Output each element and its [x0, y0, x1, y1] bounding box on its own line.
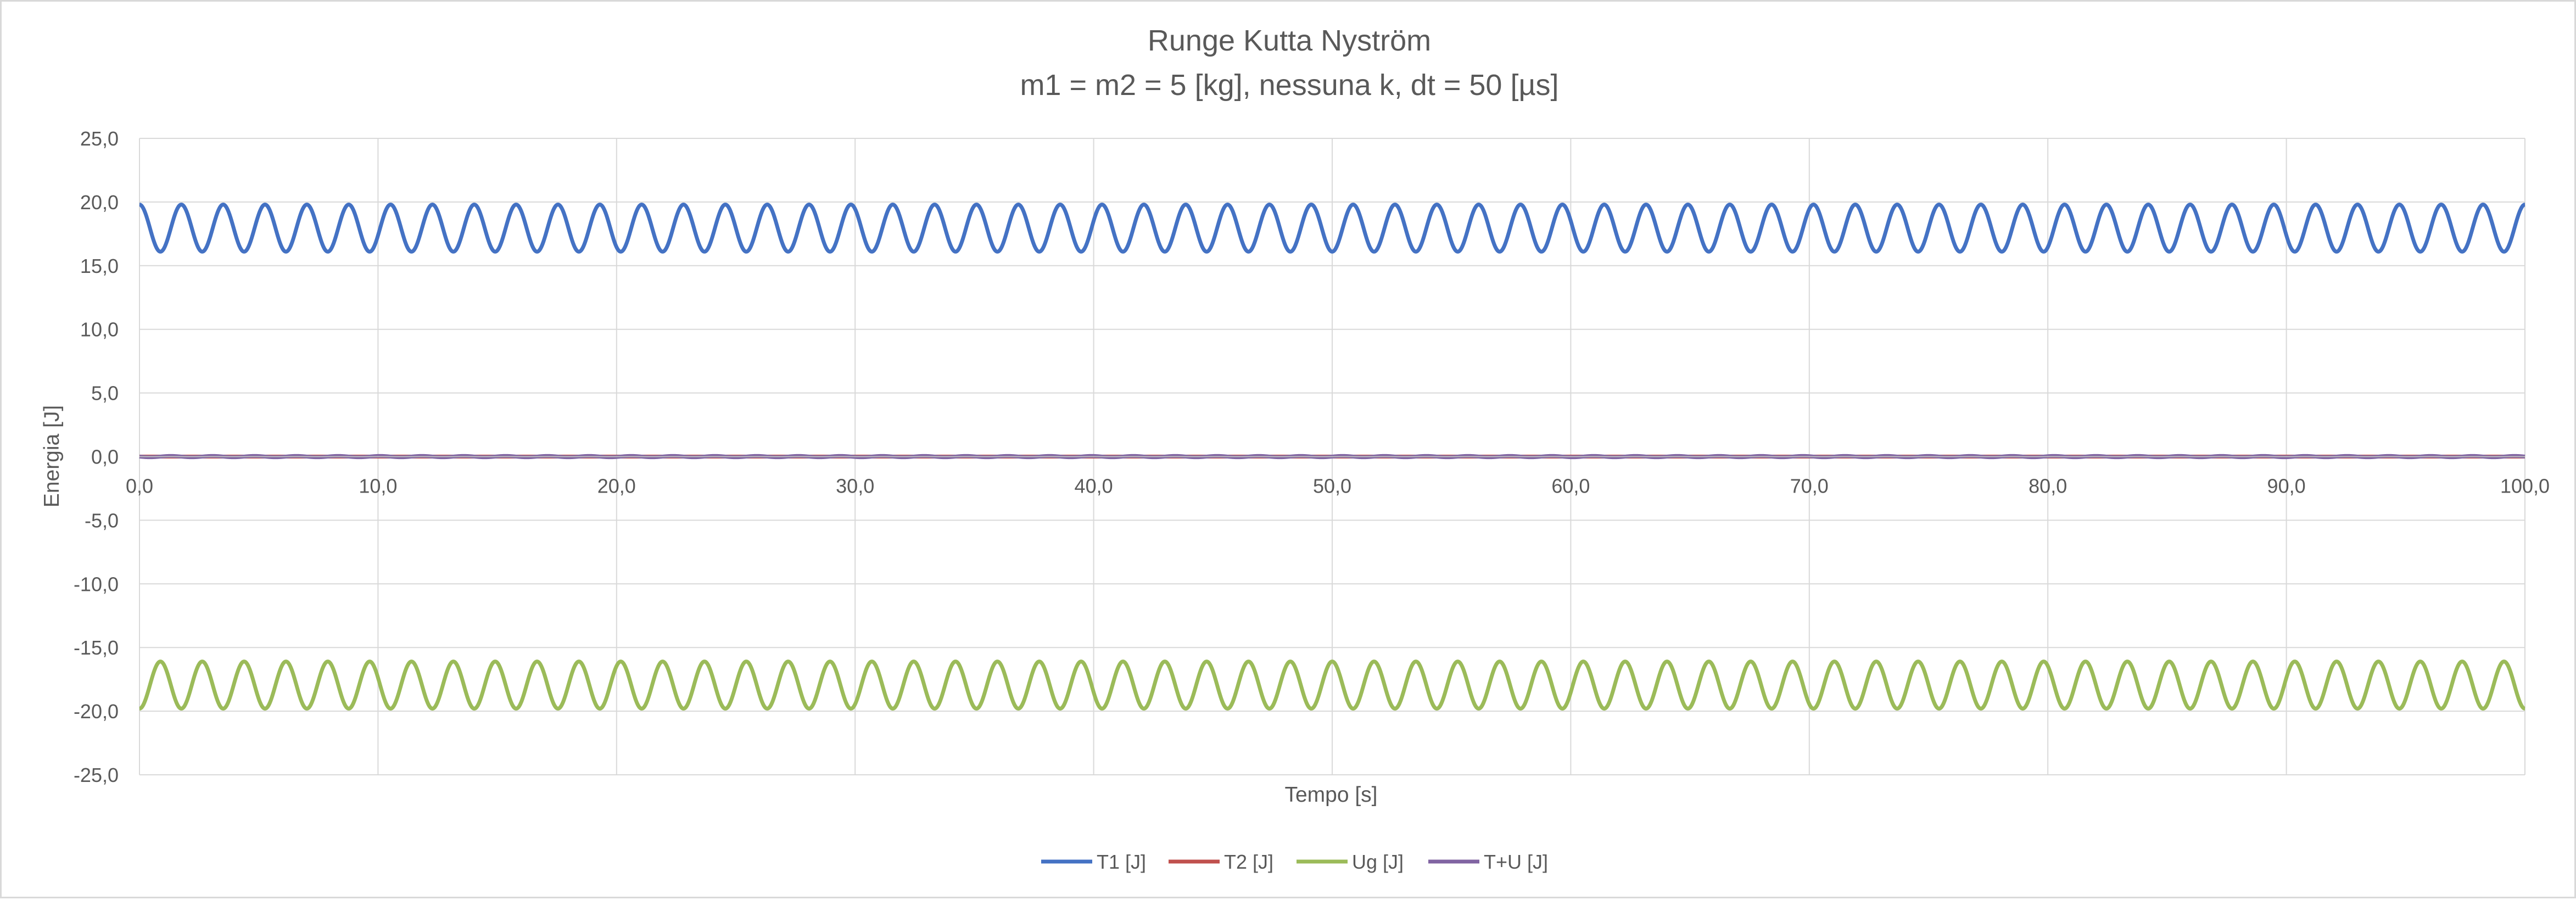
y-tick-label: 25,0 — [80, 127, 119, 150]
y-tick-label: -20,0 — [74, 700, 119, 723]
x-tick-label: 0,0 — [126, 475, 153, 497]
legend-entry: T1 [J] — [1041, 851, 1146, 873]
x-tick-label: 80,0 — [2029, 475, 2067, 497]
chart-title: Runge Kutta Nyström — [1148, 24, 1431, 57]
x-tick-label: 60,0 — [1551, 475, 1590, 497]
x-tick-label: 40,0 — [1075, 475, 1113, 497]
y-axis-title: Energia [J] — [40, 405, 64, 507]
x-tick-label: 30,0 — [836, 475, 874, 497]
y-tick-labels: 25,0 20,0 15,0 10,0 5,0 0,0 -5,0 -10,0 -15,0 -20,… — [74, 127, 119, 786]
x-tick-label: 50,0 — [1313, 475, 1351, 497]
legend-entry: Ug [J] — [1297, 851, 1404, 873]
y-tick-label: 5,0 — [91, 382, 119, 405]
x-tick-label: 70,0 — [1790, 475, 1829, 497]
y-tick-label: 0,0 — [91, 446, 119, 468]
legend-label: T+U [J] — [1484, 851, 1548, 873]
legend-entry: T+U [J] — [1428, 851, 1548, 873]
legend-entry: T2 [J] — [1169, 851, 1273, 873]
x-tick-label: 100,0 — [2500, 475, 2550, 497]
y-tick-label: 15,0 — [80, 255, 119, 277]
y-tick-label: -5,0 — [85, 509, 119, 532]
x-axis-title: Tempo [s] — [1284, 783, 1377, 807]
x-tick-label: 20,0 — [597, 475, 636, 497]
legend-label: T1 [J] — [1097, 851, 1146, 873]
x-tick-label: 10,0 — [359, 475, 397, 497]
y-tick-label: -25,0 — [74, 764, 119, 786]
series-line-ug-j — [137, 659, 2527, 711]
legend-label: Ug [J] — [1352, 851, 1404, 873]
legend: T1 [J] T2 [J] Ug [J] T+U [J] — [1041, 851, 1548, 873]
y-tick-label: 20,0 — [80, 191, 119, 214]
x-tick-labels: 0,0 10,0 20,0 30,0 40,0 50,0 60,0 70,0 80,0 90,0 1… — [126, 475, 2550, 497]
y-tick-label: -15,0 — [74, 636, 119, 659]
chart-subtitle: m1 = m2 = 5 [kg], nessuna k, dt = 50 [µs… — [1020, 69, 1558, 102]
x-tick-label: 90,0 — [2267, 475, 2306, 497]
series-line-t1-j — [137, 203, 2527, 254]
y-tick-label: 10,0 — [80, 318, 119, 341]
legend-label: T2 [J] — [1224, 851, 1273, 873]
y-tick-label: -10,0 — [74, 573, 119, 595]
